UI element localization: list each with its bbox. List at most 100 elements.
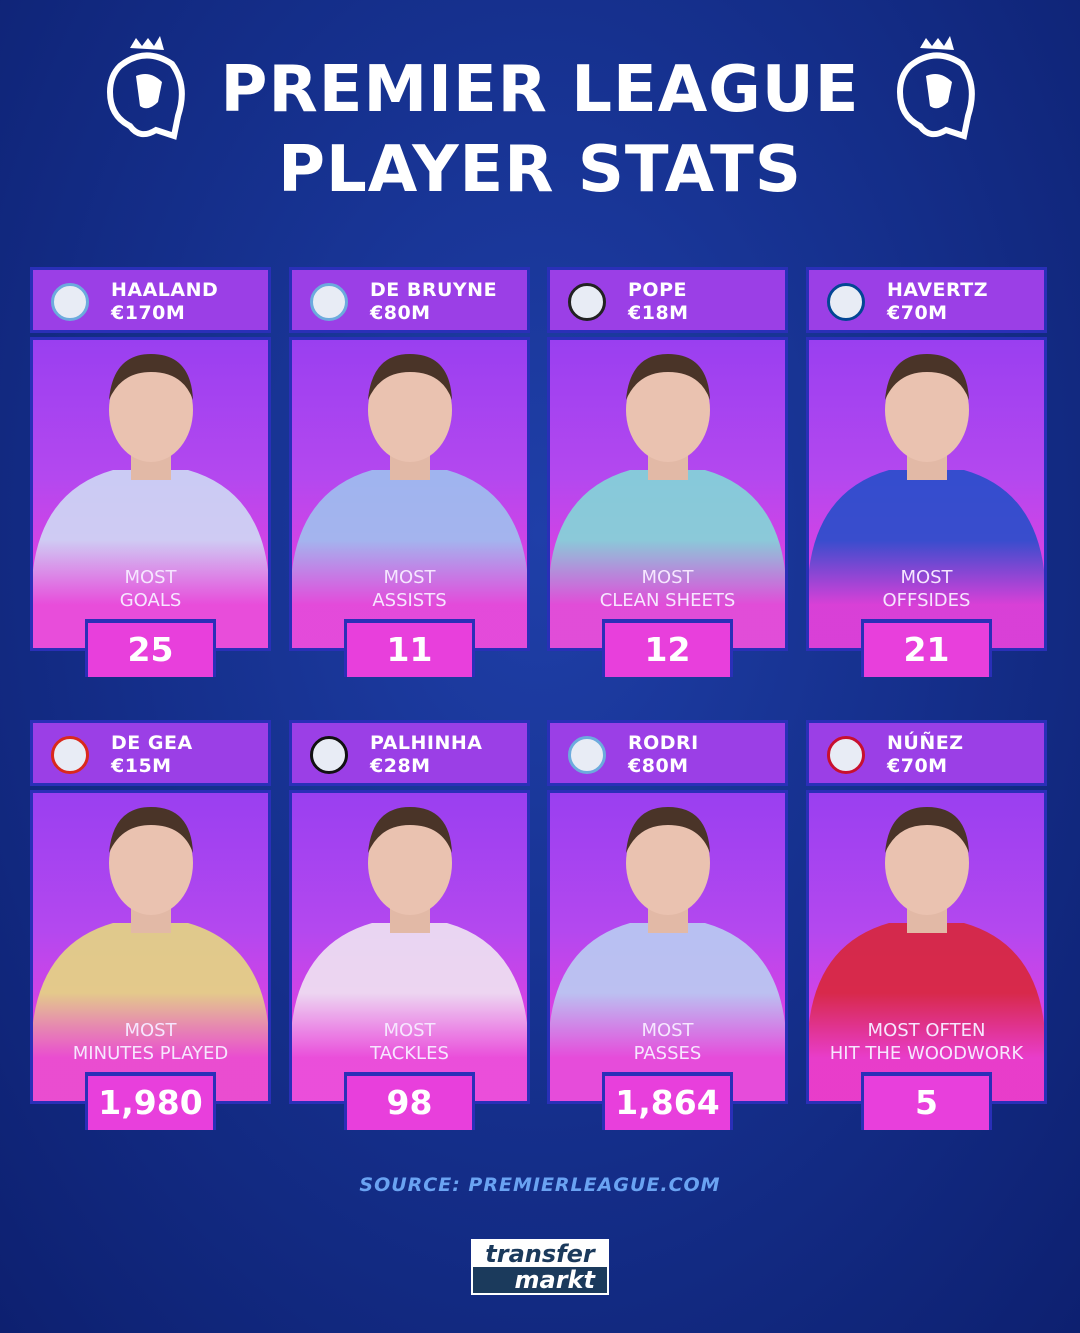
player-info: DE GEA €15M — [111, 732, 193, 778]
player-photo — [292, 807, 527, 1101]
stat-label: MOST GOALS — [33, 566, 268, 612]
player-card: DE GEA €15M MOST MINUTES PLAYED 1,980 — [30, 720, 271, 1130]
player-name: HAVERTZ — [887, 279, 989, 301]
stat-label-line-1: MOST — [641, 567, 694, 588]
market-value: €70M — [887, 755, 948, 777]
player-photo — [809, 807, 1044, 1101]
player-card: RODRI €80M MOST PASSES 1,864 — [547, 720, 788, 1130]
card-header: DE BRUYNE €80M — [289, 267, 530, 333]
brand-line-1: transfer — [485, 1240, 595, 1268]
player-card: NÚÑEZ €70M MOST OFTEN HIT THE WOODWORK 5 — [806, 720, 1047, 1130]
stat-value: 21 — [861, 619, 992, 677]
card-header: POPE €18M — [547, 267, 788, 333]
card-body: MOST CLEAN SHEETS — [547, 337, 788, 651]
player-photo — [33, 807, 268, 1101]
market-value: €170M — [111, 302, 186, 324]
stat-label: MOST OFFSIDES — [809, 566, 1044, 612]
stat-label-line-1: MOST — [124, 567, 177, 588]
card-body: MOST OFTEN HIT THE WOODWORK — [806, 790, 1047, 1104]
player-photo — [550, 354, 785, 648]
player-card: PALHINHA €28M MOST TACKLES 98 — [289, 720, 530, 1130]
market-value: €80M — [370, 302, 431, 324]
card-header: HAALAND €170M — [30, 267, 271, 333]
player-photo — [550, 807, 785, 1101]
stat-label-line-1: MOST — [124, 1020, 177, 1041]
player-card: HAVERTZ €70M MOST OFFSIDES 21 — [806, 267, 1047, 677]
stat-label: MOST ASSISTS — [292, 566, 527, 612]
stat-label: MOST MINUTES PLAYED — [33, 1019, 268, 1065]
stat-label-line-1: MOST — [641, 1020, 694, 1041]
player-name: POPE — [628, 279, 687, 301]
stat-label-line-2: OFFSIDES — [882, 590, 971, 611]
card-body: MOST MINUTES PLAYED — [30, 790, 271, 1104]
card-body: MOST PASSES — [547, 790, 788, 1104]
player-name: NÚÑEZ — [887, 732, 964, 754]
stat-label-line-2: PASSES — [633, 1043, 702, 1064]
card-body: MOST OFFSIDES — [806, 337, 1047, 651]
stat-value: 98 — [344, 1072, 475, 1130]
title-line-2: PLAYER STATS — [278, 133, 802, 207]
stat-value: 25 — [85, 619, 216, 677]
market-value: €15M — [111, 755, 172, 777]
stat-label-line-2: HIT THE WOODWORK — [829, 1043, 1024, 1064]
stat-value: 12 — [602, 619, 733, 677]
player-name: DE BRUYNE — [370, 279, 498, 301]
club-crest-icon — [568, 283, 606, 321]
stat-value: 1,864 — [602, 1072, 733, 1130]
player-info: POPE €18M — [628, 279, 689, 325]
premier-league-lion-logo-right — [896, 36, 975, 140]
brand-line-2: markt — [473, 1267, 607, 1293]
stat-label-line-1: MOST OFTEN — [867, 1020, 986, 1041]
premier-league-lion-logo-left — [106, 36, 185, 140]
stat-label: MOST PASSES — [550, 1019, 785, 1065]
stat-label-line-1: MOST — [383, 1020, 436, 1041]
stat-value: 5 — [861, 1072, 992, 1130]
stat-label: MOST TACKLES — [292, 1019, 527, 1065]
player-name: PALHINHA — [370, 732, 483, 754]
card-body: MOST ASSISTS — [289, 337, 530, 651]
club-crest-icon — [827, 283, 865, 321]
title-line-1: PREMIER LEAGUE — [220, 53, 860, 127]
club-crest-icon — [310, 736, 348, 774]
stat-label: MOST CLEAN SHEETS — [550, 566, 785, 612]
card-body: MOST GOALS — [30, 337, 271, 651]
transfermarkt-logo: transfer markt — [471, 1239, 609, 1295]
player-info: PALHINHA €28M — [370, 732, 482, 778]
player-info: HAVERTZ €70M — [887, 279, 988, 325]
club-crest-icon — [827, 736, 865, 774]
card-header: RODRI €80M — [547, 720, 788, 786]
club-crest-icon — [51, 283, 89, 321]
card-body: MOST TACKLES — [289, 790, 530, 1104]
stat-label-line-2: TACKLES — [370, 1043, 449, 1064]
club-crest-icon — [51, 736, 89, 774]
player-info: NÚÑEZ €70M — [887, 732, 964, 778]
stat-label-line-2: CLEAN SHEETS — [599, 590, 736, 611]
card-header: PALHINHA €28M — [289, 720, 530, 786]
stat-value: 1,980 — [85, 1072, 216, 1130]
stat-value: 11 — [344, 619, 475, 677]
stat-label: MOST OFTEN HIT THE WOODWORK — [809, 1019, 1044, 1065]
player-card: DE BRUYNE €80M MOST ASSISTS 11 — [289, 267, 530, 677]
player-name: HAALAND — [111, 279, 219, 301]
club-crest-icon — [568, 736, 606, 774]
club-crest-icon — [310, 283, 348, 321]
market-value: €28M — [370, 755, 431, 777]
stat-label-line-1: MOST — [900, 567, 953, 588]
stat-label-line-2: MINUTES PLAYED — [72, 1043, 229, 1064]
source-text: SOURCE: PREMIERLEAGUE.COM — [359, 1174, 721, 1196]
market-value: €70M — [887, 302, 948, 324]
stat-label-line-2: GOALS — [119, 590, 182, 611]
player-name: DE GEA — [111, 732, 193, 754]
market-value: €80M — [628, 755, 689, 777]
stat-label-line-2: ASSISTS — [372, 590, 447, 611]
player-info: DE BRUYNE €80M — [370, 279, 497, 325]
player-info: HAALAND €170M — [111, 279, 218, 325]
stat-label-line-1: MOST — [383, 567, 436, 588]
market-value: €18M — [628, 302, 689, 324]
card-header: HAVERTZ €70M — [806, 267, 1047, 333]
card-header: DE GEA €15M — [30, 720, 271, 786]
player-name: RODRI — [628, 732, 699, 754]
player-info: RODRI €80M — [628, 732, 699, 778]
page-title: PREMIER LEAGUE PLAYER STATS — [0, 50, 1080, 210]
card-header: NÚÑEZ €70M — [806, 720, 1047, 786]
